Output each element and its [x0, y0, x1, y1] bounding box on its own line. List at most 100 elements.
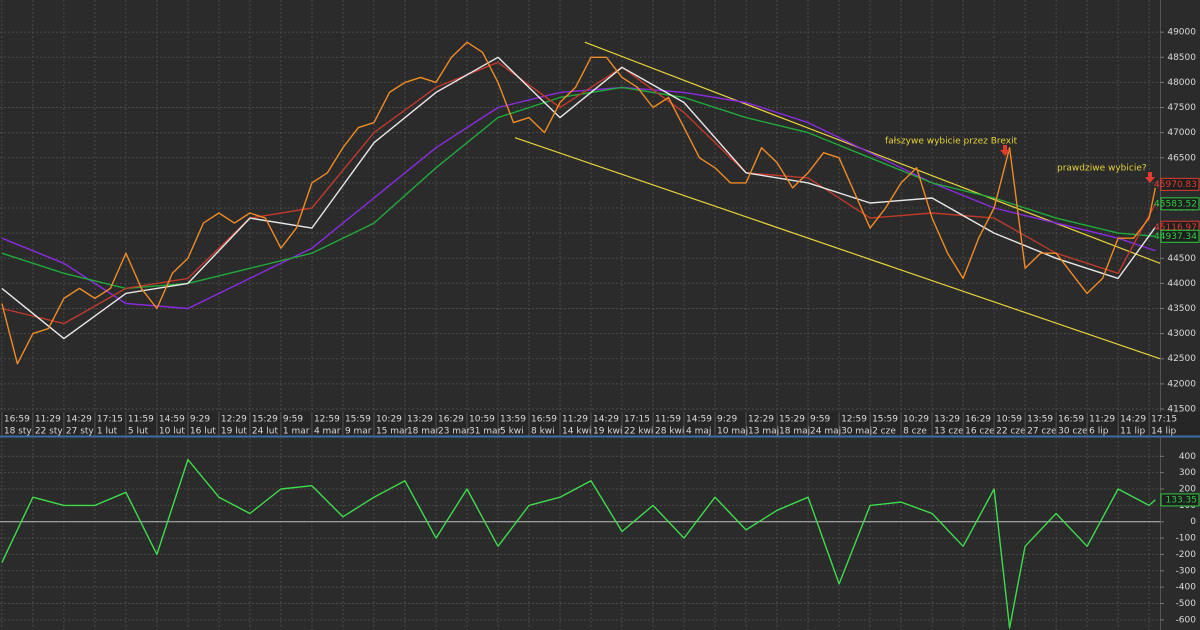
- x-tick-date: 24 lut: [252, 427, 279, 437]
- x-tick-date: 22 sty: [35, 427, 64, 437]
- series-line: [1, 86, 1156, 310]
- x-tick-date: 4 maj: [686, 427, 711, 437]
- x-tick-date: 24 maj: [810, 427, 841, 437]
- annotation-arrow: [1000, 145, 1010, 156]
- y-tick-label: 42500: [1167, 354, 1196, 364]
- y-tick-label: -200: [1176, 550, 1197, 560]
- y-tick-label: -300: [1176, 566, 1197, 576]
- last-value-label: 45116.97: [1154, 223, 1197, 233]
- x-tick-time: 17:15: [97, 415, 123, 425]
- series-line: [1, 61, 1156, 325]
- x-tick-date: 9 mar: [345, 427, 372, 437]
- y-tick-label: 43000: [1167, 329, 1196, 339]
- y-tick-label: 44500: [1167, 254, 1196, 264]
- x-tick-time: 10:29: [376, 415, 402, 425]
- last-value-label: 44937.34: [1154, 232, 1197, 242]
- x-tick-date: 30 maj: [841, 427, 872, 437]
- x-tick-time: 11:29: [35, 415, 61, 425]
- x-tick-date: 11 lip: [1120, 427, 1145, 437]
- y-tick-label: 200: [1179, 485, 1196, 495]
- y-tick-label: -500: [1176, 599, 1197, 609]
- x-tick-date: 22 cze: [996, 427, 1026, 437]
- x-tick-date: 27 sty: [66, 427, 95, 437]
- x-tick-date: 18 maj: [779, 427, 810, 437]
- x-tick-date: 28 kwi: [655, 427, 684, 437]
- x-tick-time: 10:59: [996, 415, 1022, 425]
- x-tick-time: 17:15: [624, 415, 650, 425]
- x-tick-time: 14:59: [159, 415, 185, 425]
- x-tick-date: 30 cze: [1058, 427, 1088, 437]
- y-tick-label: 46500: [1167, 153, 1196, 163]
- x-tick-date: 10 maj: [717, 427, 748, 437]
- x-tick-date: 4 mar: [314, 427, 341, 437]
- x-tick-date: 1 lut: [97, 427, 118, 437]
- last-value-label: 45583.52: [1154, 199, 1197, 209]
- series-line: [1, 41, 1156, 365]
- last-value-label: 45970.83: [1154, 180, 1197, 190]
- y-tick-label: 44000: [1167, 279, 1196, 289]
- y-tick-label: 42000: [1167, 379, 1196, 389]
- x-tick-time: 17:15: [1151, 415, 1177, 425]
- x-tick-time: 9:59: [810, 415, 830, 425]
- x-tick-time: 12:59: [314, 415, 340, 425]
- y-tick-label: 49000: [1167, 28, 1196, 38]
- channel-line: [584, 41, 1161, 264]
- x-tick-time: 12:59: [841, 415, 867, 425]
- x-tick-time: 13:29: [934, 415, 960, 425]
- x-tick-time: 10:29: [903, 415, 929, 425]
- x-tick-date: 16 cze: [965, 427, 995, 437]
- y-tick-label: 47000: [1167, 128, 1196, 138]
- x-tick-time: 13:59: [500, 415, 526, 425]
- x-tick-time: 16:59: [4, 415, 30, 425]
- x-tick-time: 14:29: [593, 415, 619, 425]
- x-tick-date: 19 lut: [221, 427, 248, 437]
- x-tick-date: 18 mar: [407, 427, 440, 437]
- annotation: fałszywe wybicie przez Brexit: [885, 137, 1018, 147]
- x-tick-time: 12:29: [221, 415, 247, 425]
- x-tick-date: 23 mar: [438, 427, 471, 437]
- x-tick-date: 6 lip: [1089, 427, 1109, 437]
- y-tick-label: -600: [1176, 615, 1197, 625]
- x-tick-date: 19 kwi: [593, 427, 622, 437]
- x-tick-date: 27 cze: [1027, 427, 1057, 437]
- x-tick-time: 9:29: [190, 415, 210, 425]
- y-tick-label: 41500: [1167, 404, 1196, 414]
- last-value-label: 133.35: [1166, 495, 1198, 505]
- y-tick-label: 400: [1179, 452, 1196, 462]
- x-tick-time: 9:29: [717, 415, 737, 425]
- series-line: [1, 458, 1156, 629]
- y-tick-label: 0: [1190, 517, 1196, 527]
- x-tick-time: 13:59: [1027, 415, 1053, 425]
- x-tick-date: 18 sty: [4, 427, 33, 437]
- x-tick-time: 14:29: [1120, 415, 1146, 425]
- channel-line: [514, 137, 1161, 360]
- annotation: prawdziwe wybicie?: [1057, 164, 1147, 174]
- x-tick-time: 10:59: [469, 415, 495, 425]
- x-tick-time: 15:59: [345, 415, 371, 425]
- annotation-arrow: [1145, 172, 1155, 183]
- x-tick-time: 15:59: [872, 415, 898, 425]
- y-tick-label: 48500: [1167, 53, 1196, 63]
- x-tick-date: 5 kwi: [500, 427, 524, 437]
- x-tick-time: 14:59: [686, 415, 712, 425]
- x-tick-time: 11:29: [562, 415, 588, 425]
- last-value-box: [1160, 177, 1200, 191]
- x-tick-time: 14:29: [66, 415, 92, 425]
- last-value-box: [1160, 197, 1200, 211]
- x-tick-time: 16:29: [965, 415, 991, 425]
- y-tick-label: 48000: [1167, 78, 1196, 88]
- x-tick-date: 15 mar: [376, 427, 409, 437]
- x-tick-date: 5 lut: [128, 427, 149, 437]
- x-tick-date: 16 lut: [190, 427, 217, 437]
- y-tick-label: 300: [1179, 468, 1196, 478]
- x-tick-date: 13 cze: [934, 427, 964, 437]
- y-tick-label: -400: [1176, 583, 1197, 593]
- x-tick-date: 8 kwi: [531, 427, 555, 437]
- last-value-box: [1160, 229, 1200, 243]
- y-tick-label: -100: [1176, 534, 1197, 544]
- x-tick-time: 11:29: [1089, 415, 1115, 425]
- x-tick-date: 1 mar: [283, 427, 310, 437]
- x-tick-date: 2 cze: [872, 427, 896, 437]
- x-tick-time: 15:29: [252, 415, 278, 425]
